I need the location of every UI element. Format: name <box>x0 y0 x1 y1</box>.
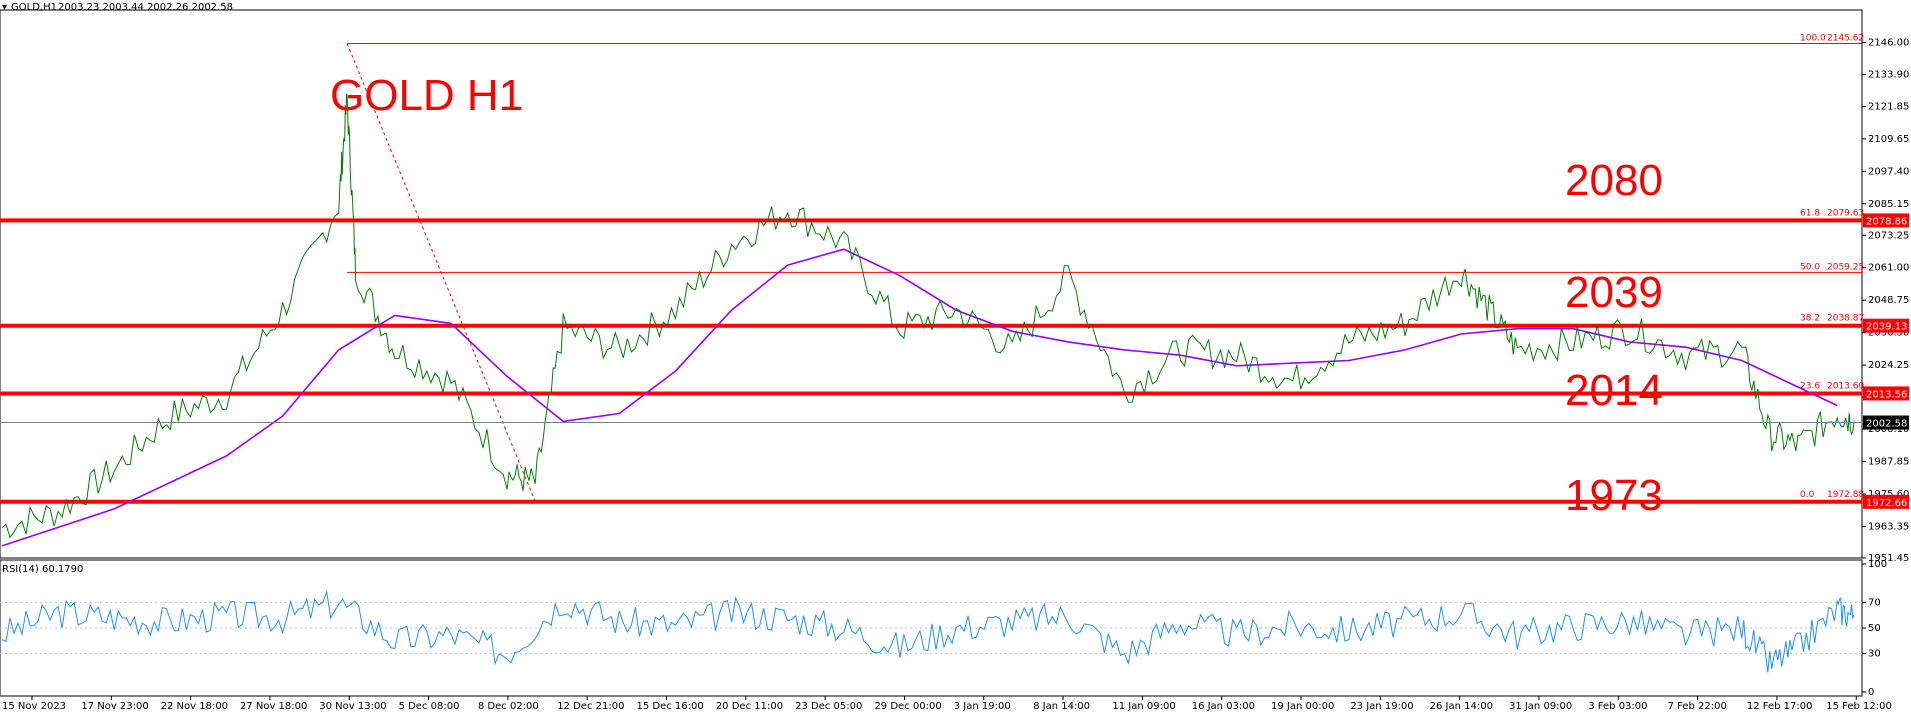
chart-header-ohlc: 2003.23 2003.44 2002.26 2002.58 <box>58 2 233 13</box>
fib-ratio-label: 0.0 <box>1800 490 1815 500</box>
x-tick-label: 15 Feb 12:00 <box>1826 701 1892 712</box>
level-label: 1973 <box>1565 471 1663 520</box>
x-tick-label: 16 Jan 03:00 <box>1192 701 1255 712</box>
x-tick-label: 11 Jan 09:00 <box>1112 701 1175 712</box>
fib-ratio-label: 50.0 <box>1800 262 1820 272</box>
y-tick-label: 2048.75 <box>1868 295 1909 306</box>
rsi-tick-label: 100 <box>1868 559 1887 570</box>
level-price-tag <box>1863 494 1909 509</box>
x-tick-label: 23 Dec 05:00 <box>795 701 862 712</box>
rsi-line <box>1 589 1855 673</box>
y-tick-label: 2073.25 <box>1868 230 1909 241</box>
level-price-tag-label: 1972.66 <box>1866 498 1907 509</box>
chart-header-arrow-icon: ▾ <box>2 2 7 13</box>
x-tick-label: 29 Dec 00:00 <box>874 701 941 712</box>
fib-value-label: 2059.25 <box>1827 262 1864 272</box>
level-price-tag <box>1863 318 1909 333</box>
x-tick-label: 3 Feb 03:00 <box>1588 701 1647 712</box>
level-price-tag-label: 2013.56 <box>1866 389 1907 400</box>
level-price-tag <box>1863 213 1909 228</box>
y-tick-label: 1963.35 <box>1868 521 1909 532</box>
rsi-tick-label: 70 <box>1868 597 1881 608</box>
moving-average-line <box>1 248 1838 547</box>
chart-title: GOLD H1 <box>330 71 523 120</box>
x-tick-label: 20 Dec 11:00 <box>716 701 783 712</box>
rsi-tick-label: 0 <box>1868 687 1874 698</box>
x-tick-label: 8 Dec 02:00 <box>478 701 539 712</box>
current-price-tag <box>1863 415 1909 430</box>
main-panel <box>0 9 1863 559</box>
x-tick-label: 19 Jan 00:00 <box>1271 701 1334 712</box>
y-tick-label: 2133.90 <box>1868 70 1909 81</box>
level-price-tag-label: 2078.86 <box>1866 216 1907 227</box>
x-tick-label: 7 Feb 22:00 <box>1668 701 1727 712</box>
x-tick-label: 8 Jan 14:00 <box>1033 701 1090 712</box>
current-price-tag-label: 2002.58 <box>1866 419 1907 430</box>
y-tick-label: 2061.00 <box>1868 263 1909 274</box>
level-price-tag-label: 2039.13 <box>1866 322 1907 333</box>
fib-ratio-label: 61.8 <box>1800 208 1820 218</box>
y-tick-label: 2085.15 <box>1868 199 1909 210</box>
x-tick-label: 30 Nov 13:00 <box>319 701 386 712</box>
fib-value-label: 2038.87 <box>1827 314 1864 324</box>
x-tick-label: 12 Dec 21:00 <box>557 701 624 712</box>
fib-value-label: 1972.88 <box>1827 490 1864 500</box>
x-tick-label: 12 Feb 17:00 <box>1747 701 1813 712</box>
y-tick-label: 2146.00 <box>1868 38 1909 49</box>
x-tick-label: 31 Jan 09:00 <box>1509 701 1572 712</box>
rsi-header: RSI(14) 60.1790 <box>2 564 83 575</box>
x-tick-label: 23 Jan 19:00 <box>1350 701 1413 712</box>
rsi-tick-label: 30 <box>1868 649 1881 660</box>
y-tick-label: 2109.65 <box>1868 134 1909 145</box>
level-price-tag <box>1863 386 1909 401</box>
level-label: 2039 <box>1565 268 1663 317</box>
x-tick-label: 15 Nov 2023 <box>2 701 66 712</box>
x-tick-label: 27 Nov 18:00 <box>240 701 307 712</box>
y-tick-label: 2121.85 <box>1868 102 1909 113</box>
fib-value-label: 2079.63 <box>1827 208 1864 218</box>
x-tick-label: 3 Jan 19:00 <box>954 701 1011 712</box>
x-tick-label: 17 Nov 23:00 <box>81 701 148 712</box>
y-tick-label: 1987.85 <box>1868 457 1909 468</box>
y-tick-label: 2097.40 <box>1868 166 1909 177</box>
fib-ratio-label: 38.2 <box>1800 314 1820 324</box>
x-tick-label: 15 Dec 16:00 <box>637 701 704 712</box>
y-tick-label: 2000.10 <box>1868 424 1909 435</box>
fib-ratio-label: 100.0 <box>1800 34 1826 44</box>
x-tick-label: 5 Dec 08:00 <box>399 701 460 712</box>
level-label: 2014 <box>1565 366 1663 415</box>
fib-value-label: 2145.62 <box>1827 34 1864 44</box>
x-tick-label: 26 Jan 14:00 <box>1430 701 1493 712</box>
fib-ratio-label: 23.6 <box>1800 381 1820 391</box>
y-tick-label: 2036.50 <box>1868 328 1909 339</box>
fib-trend-line <box>346 43 536 502</box>
level-label: 2080 <box>1565 156 1663 205</box>
y-tick-label: 1951.45 <box>1868 553 1909 564</box>
fib-value-label: 2013.60 <box>1827 381 1864 391</box>
y-tick-label: 2024.25 <box>1868 360 1909 371</box>
x-tick-label: 22 Nov 18:00 <box>161 701 228 712</box>
y-tick-label: 1975.60 <box>1868 489 1909 500</box>
price-line <box>1 93 1855 539</box>
rsi-tick-label: 50 <box>1868 623 1881 634</box>
chart-header-symbol: GOLD,H1 <box>11 2 57 13</box>
